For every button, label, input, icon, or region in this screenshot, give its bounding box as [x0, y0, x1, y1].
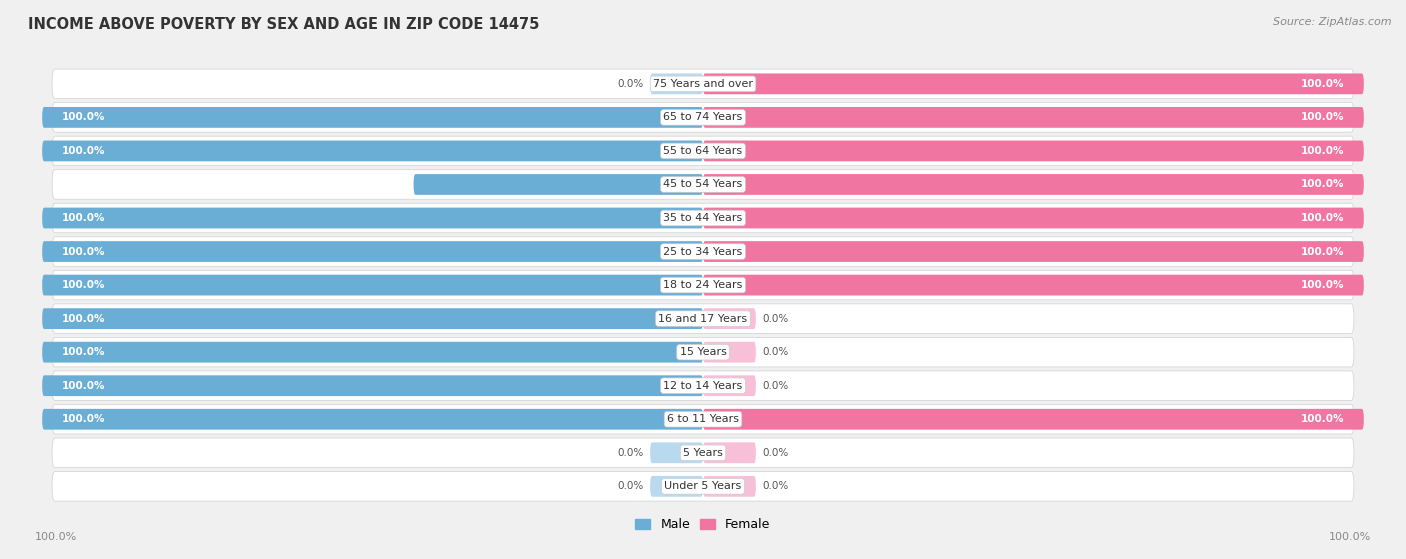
FancyBboxPatch shape — [703, 274, 1364, 296]
Text: 0.0%: 0.0% — [617, 481, 644, 491]
Text: 6 to 11 Years: 6 to 11 Years — [666, 414, 740, 424]
Text: 100.0%: 100.0% — [1301, 414, 1344, 424]
Text: 0.0%: 0.0% — [617, 448, 644, 458]
Text: 100.0%: 100.0% — [1301, 213, 1344, 223]
FancyBboxPatch shape — [52, 338, 1354, 367]
FancyBboxPatch shape — [52, 170, 1354, 199]
FancyBboxPatch shape — [52, 103, 1354, 132]
FancyBboxPatch shape — [52, 203, 1354, 233]
Text: 12 to 14 Years: 12 to 14 Years — [664, 381, 742, 391]
FancyBboxPatch shape — [703, 140, 1364, 162]
Legend: Male, Female: Male, Female — [630, 513, 776, 536]
Text: 100.0%: 100.0% — [1301, 247, 1344, 257]
Text: 0.0%: 0.0% — [762, 481, 789, 491]
Text: 100.0%: 100.0% — [62, 112, 105, 122]
Text: Under 5 Years: Under 5 Years — [665, 481, 741, 491]
FancyBboxPatch shape — [42, 140, 703, 162]
FancyBboxPatch shape — [42, 342, 703, 363]
Text: Source: ZipAtlas.com: Source: ZipAtlas.com — [1274, 17, 1392, 27]
Text: 100.0%: 100.0% — [1301, 79, 1344, 89]
FancyBboxPatch shape — [52, 69, 1354, 98]
FancyBboxPatch shape — [42, 409, 703, 430]
FancyBboxPatch shape — [52, 136, 1354, 165]
FancyBboxPatch shape — [703, 174, 1364, 195]
FancyBboxPatch shape — [42, 375, 703, 396]
Text: 100.0%: 100.0% — [1301, 112, 1344, 122]
Text: 100.0%: 100.0% — [1301, 280, 1344, 290]
Text: 43.8%: 43.8% — [62, 179, 98, 190]
Text: 15 Years: 15 Years — [679, 347, 727, 357]
Text: 55 to 64 Years: 55 to 64 Years — [664, 146, 742, 156]
Text: 25 to 34 Years: 25 to 34 Years — [664, 247, 742, 257]
FancyBboxPatch shape — [703, 107, 1364, 128]
FancyBboxPatch shape — [650, 442, 703, 463]
Text: INCOME ABOVE POVERTY BY SEX AND AGE IN ZIP CODE 14475: INCOME ABOVE POVERTY BY SEX AND AGE IN Z… — [28, 17, 540, 32]
Text: 100.0%: 100.0% — [62, 247, 105, 257]
FancyBboxPatch shape — [703, 207, 1364, 229]
FancyBboxPatch shape — [703, 409, 1364, 430]
Text: 0.0%: 0.0% — [617, 79, 644, 89]
FancyBboxPatch shape — [42, 207, 703, 229]
FancyBboxPatch shape — [650, 476, 703, 497]
Text: 100.0%: 100.0% — [62, 347, 105, 357]
FancyBboxPatch shape — [52, 371, 1354, 400]
FancyBboxPatch shape — [42, 241, 703, 262]
FancyBboxPatch shape — [52, 405, 1354, 434]
FancyBboxPatch shape — [703, 476, 756, 497]
FancyBboxPatch shape — [52, 472, 1354, 501]
FancyBboxPatch shape — [703, 375, 756, 396]
Text: 100.0%: 100.0% — [1329, 532, 1371, 542]
FancyBboxPatch shape — [703, 442, 756, 463]
Text: 35 to 44 Years: 35 to 44 Years — [664, 213, 742, 223]
Text: 100.0%: 100.0% — [1301, 179, 1344, 190]
Text: 18 to 24 Years: 18 to 24 Years — [664, 280, 742, 290]
FancyBboxPatch shape — [650, 73, 703, 94]
Text: 100.0%: 100.0% — [35, 532, 77, 542]
FancyBboxPatch shape — [703, 342, 756, 363]
FancyBboxPatch shape — [703, 241, 1364, 262]
FancyBboxPatch shape — [42, 107, 703, 128]
FancyBboxPatch shape — [52, 304, 1354, 333]
FancyBboxPatch shape — [703, 308, 756, 329]
Text: 0.0%: 0.0% — [762, 448, 789, 458]
FancyBboxPatch shape — [52, 237, 1354, 266]
Text: 0.0%: 0.0% — [762, 347, 789, 357]
Text: 0.0%: 0.0% — [762, 381, 789, 391]
Text: 100.0%: 100.0% — [1301, 146, 1344, 156]
Text: 45 to 54 Years: 45 to 54 Years — [664, 179, 742, 190]
Text: 5 Years: 5 Years — [683, 448, 723, 458]
Text: 100.0%: 100.0% — [62, 146, 105, 156]
FancyBboxPatch shape — [703, 73, 1364, 94]
FancyBboxPatch shape — [52, 438, 1354, 467]
FancyBboxPatch shape — [42, 274, 703, 296]
Text: 75 Years and over: 75 Years and over — [652, 79, 754, 89]
Text: 100.0%: 100.0% — [62, 280, 105, 290]
FancyBboxPatch shape — [413, 174, 703, 195]
FancyBboxPatch shape — [42, 308, 703, 329]
Text: 100.0%: 100.0% — [62, 213, 105, 223]
Text: 100.0%: 100.0% — [62, 314, 105, 324]
Text: 100.0%: 100.0% — [62, 381, 105, 391]
Text: 65 to 74 Years: 65 to 74 Years — [664, 112, 742, 122]
Text: 100.0%: 100.0% — [62, 414, 105, 424]
FancyBboxPatch shape — [52, 271, 1354, 300]
Text: 0.0%: 0.0% — [762, 314, 789, 324]
Text: 16 and 17 Years: 16 and 17 Years — [658, 314, 748, 324]
